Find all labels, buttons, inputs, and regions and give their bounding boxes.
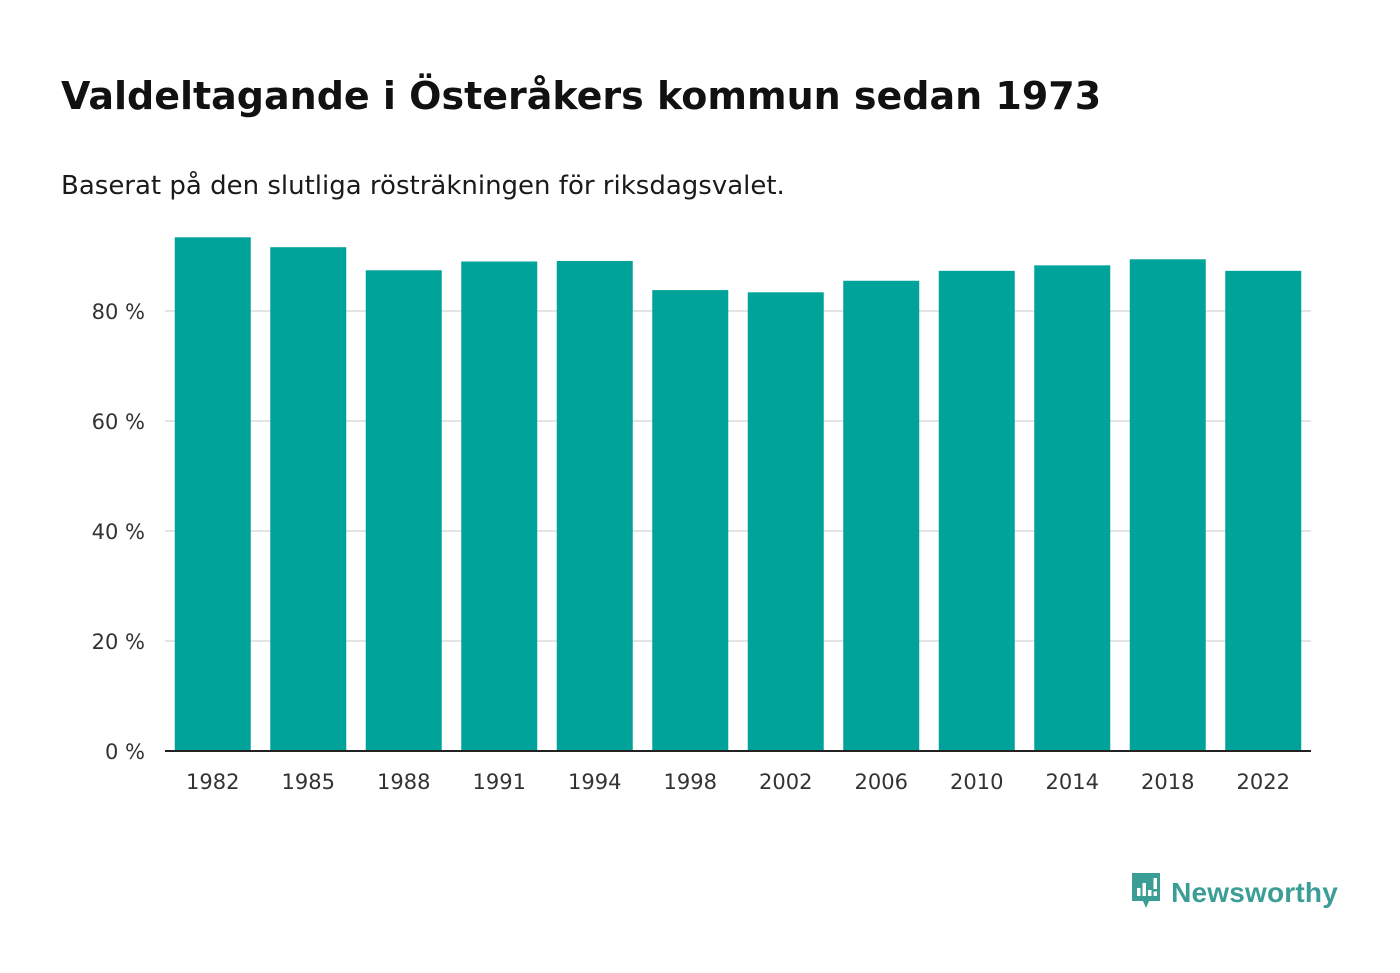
x-tick-label: 1982 (186, 770, 239, 794)
bars (174, 237, 1302, 752)
y-tick-label: 0 % (105, 740, 145, 764)
bar-1982 (174, 237, 251, 752)
y-tick-label: 20 % (92, 630, 145, 654)
x-tick-label: 1988 (377, 770, 430, 794)
bar-2010 (938, 270, 1015, 751)
x-tick-label: 2018 (1141, 770, 1194, 794)
bar-1985 (270, 247, 347, 751)
y-tick-label: 60 % (92, 410, 145, 434)
bar-2018 (1129, 259, 1206, 751)
x-axis-tick-labels: 1982 1985 1988 1991 1994 1998 2002 2006 2010 2014… (186, 770, 1290, 794)
x-tick-label: 1991 (473, 770, 526, 794)
newsworthy-brand: Newsworthy (1129, 870, 1338, 916)
bar-1994 (556, 260, 633, 751)
x-tick-label: 2002 (759, 770, 812, 794)
y-tick-label: 80 % (92, 300, 145, 324)
bar-2006 (843, 280, 920, 751)
newsworthy-logo-icon (1129, 870, 1163, 916)
x-tick-label: 1994 (568, 770, 621, 794)
x-tick-label: 2010 (950, 770, 1003, 794)
bar-1998 (652, 290, 729, 751)
y-tick-label: 40 % (92, 520, 145, 544)
y-axis-tick-labels: 0 % 20 % 40 % 60 % 80 % (92, 300, 145, 764)
bar-2022 (1225, 270, 1302, 751)
brand-name: Newsworthy (1171, 877, 1338, 908)
grid-lines (165, 310, 1311, 642)
chart-subtitle: Baserat på den slutliga rösträkningen fö… (61, 171, 785, 201)
x-tick-label: 1998 (664, 770, 717, 794)
x-tick-label: 2014 (1046, 770, 1099, 794)
bar-2002 (747, 292, 824, 751)
bar-2014 (1034, 265, 1111, 751)
chart-title: Valdeltagande i Österåkers kommun sedan … (61, 74, 1102, 118)
x-tick-label: 2006 (855, 770, 908, 794)
x-tick-label: 2022 (1237, 770, 1290, 794)
bar-1988 (365, 270, 442, 751)
x-tick-label: 1985 (282, 770, 335, 794)
bar-1991 (461, 261, 538, 751)
